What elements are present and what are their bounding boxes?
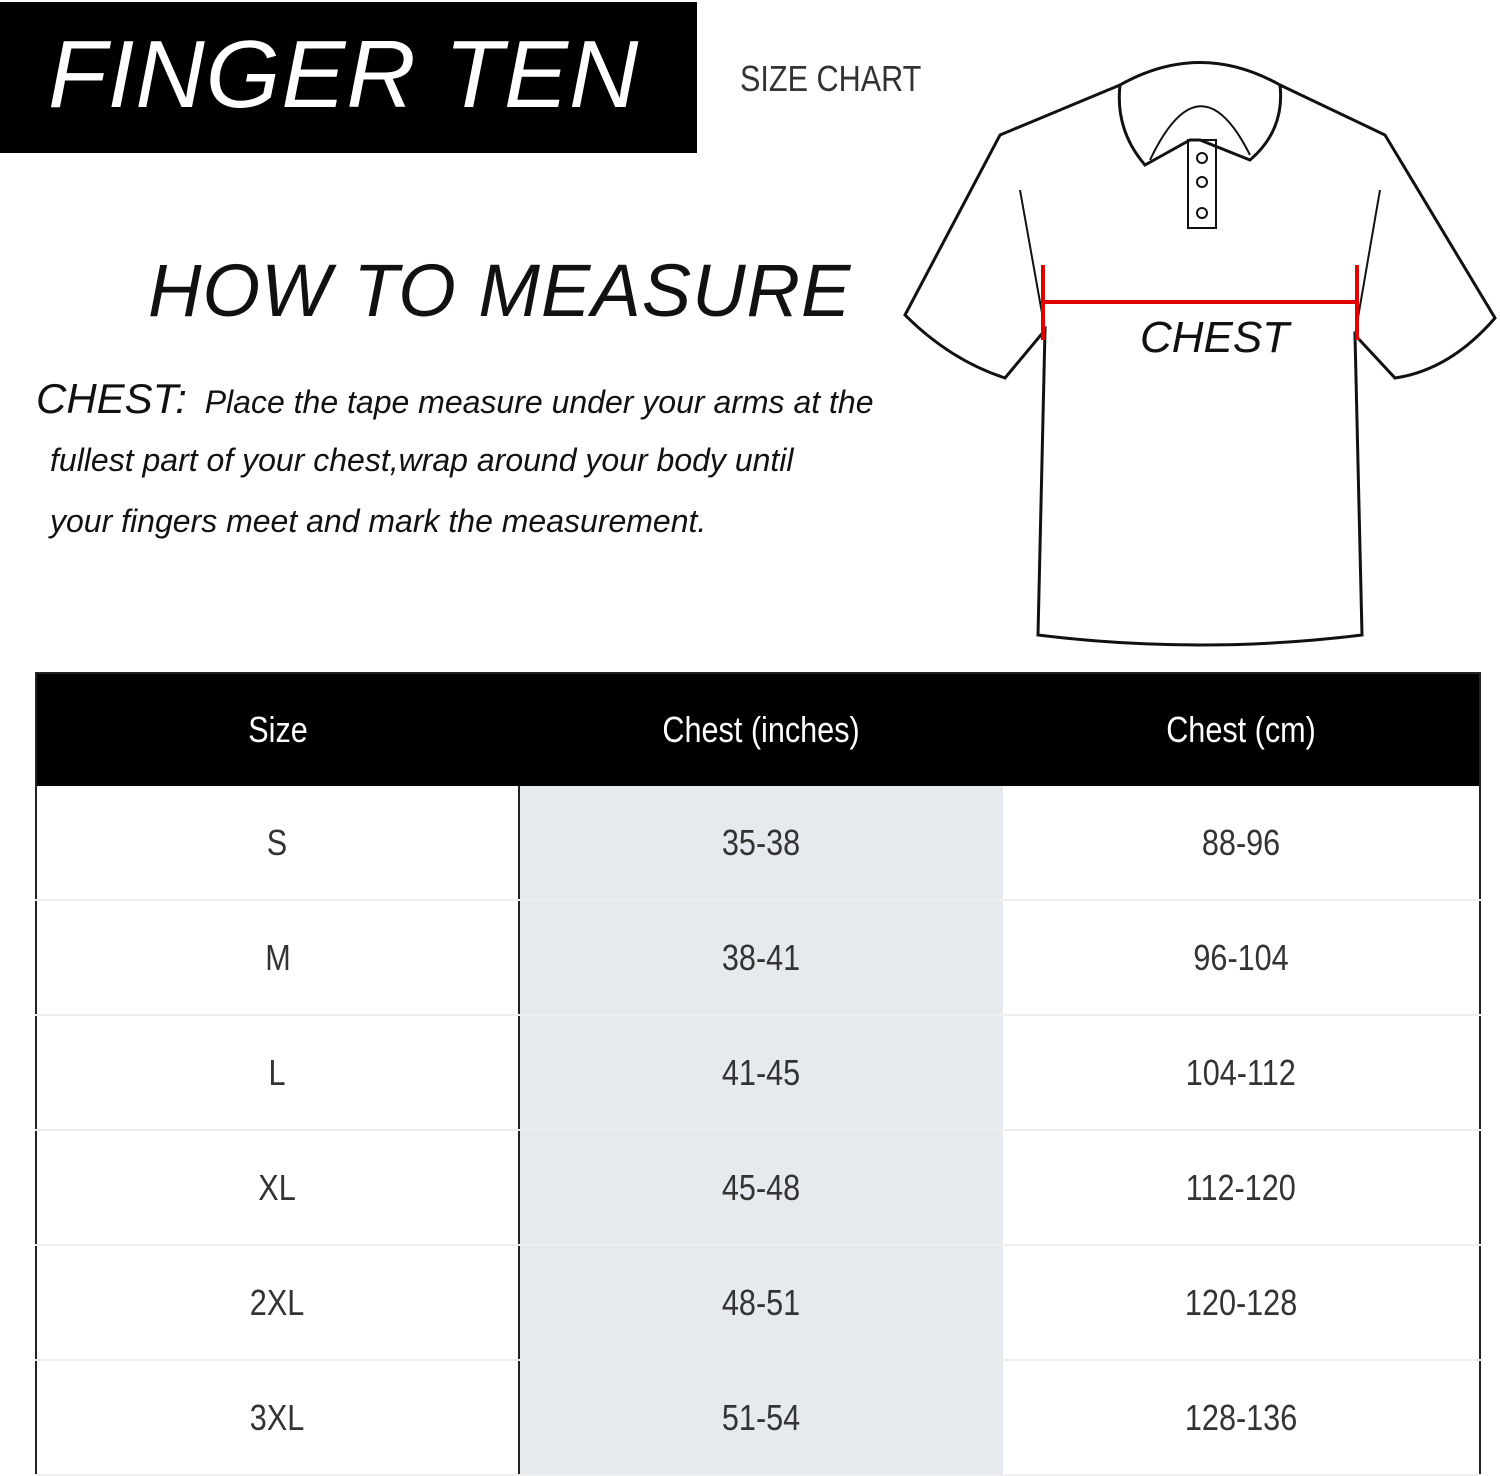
- cell-size: XL: [36, 1130, 519, 1246]
- table-row: 3XL 51-54 128-136: [36, 1360, 1480, 1476]
- chest-measure-line: [1041, 265, 1359, 340]
- table-row: XL 45-48 112-120: [36, 1130, 1480, 1246]
- cell-chest-inches: 35-38: [518, 786, 1003, 901]
- cell-size: M: [36, 900, 519, 1016]
- size-table: Size Chest (inches) Chest (cm) S 35-38 88-…: [35, 672, 1481, 1476]
- table-row: 2XL 48-51 120-128: [36, 1245, 1480, 1361]
- cell-chest-inches: 51-54: [518, 1360, 1003, 1476]
- cell-chest-cm: 128-136: [1003, 1360, 1480, 1476]
- cell-chest-inches: 48-51: [518, 1245, 1003, 1361]
- cell-size: L: [36, 1015, 519, 1131]
- polo-shirt-diagram: CHEST: [903, 61, 1497, 647]
- header-chest-cm: Chest (cm): [1003, 673, 1480, 786]
- cell-size: S: [36, 786, 519, 901]
- table-row: M 38-41 96-104: [36, 900, 1480, 1016]
- size-chart-label: SIZE CHART: [740, 58, 922, 99]
- cell-size: 2XL: [36, 1245, 519, 1361]
- shirt-collar: [1117, 61, 1283, 167]
- diagram-chest-label: CHEST: [1140, 313, 1292, 362]
- cell-chest-inches: 45-48: [518, 1130, 1003, 1246]
- chest-instructions-line-1: CHEST: Place the tape measure under your…: [36, 375, 874, 422]
- header-chest-inches: Chest (inches): [519, 673, 1003, 786]
- table-row: L 41-45 104-112: [36, 1015, 1480, 1131]
- page-title: HOW TO MEASURE: [148, 249, 852, 332]
- button-placket: [1187, 139, 1217, 229]
- cell-chest-cm: 120-128: [1003, 1245, 1480, 1361]
- cell-chest-inches: 41-45: [518, 1015, 1003, 1131]
- cell-chest-inches: 38-41: [518, 900, 1003, 1016]
- cell-size: 3XL: [36, 1360, 519, 1476]
- shirt-outline: [903, 83, 1497, 647]
- table-row: S 35-38 88-96: [36, 786, 1480, 901]
- header-size: Size: [36, 673, 519, 786]
- cell-chest-cm: 88-96: [1003, 786, 1480, 901]
- chest-instructions-line-2: fullest part of your chest,wrap around y…: [50, 442, 794, 478]
- chest-instructions-line-3: your fingers meet and mark the measureme…: [50, 503, 707, 539]
- brand-logo: FINGER TEN: [48, 21, 640, 128]
- table-header-row: Size Chest (inches) Chest (cm): [36, 673, 1480, 786]
- chest-label: CHEST:: [36, 375, 187, 422]
- cell-chest-cm: 112-120: [1003, 1130, 1480, 1246]
- cell-chest-cm: 104-112: [1003, 1015, 1480, 1131]
- cell-chest-cm: 96-104: [1003, 900, 1480, 1016]
- brand-banner: FINGER TEN: [0, 2, 697, 153]
